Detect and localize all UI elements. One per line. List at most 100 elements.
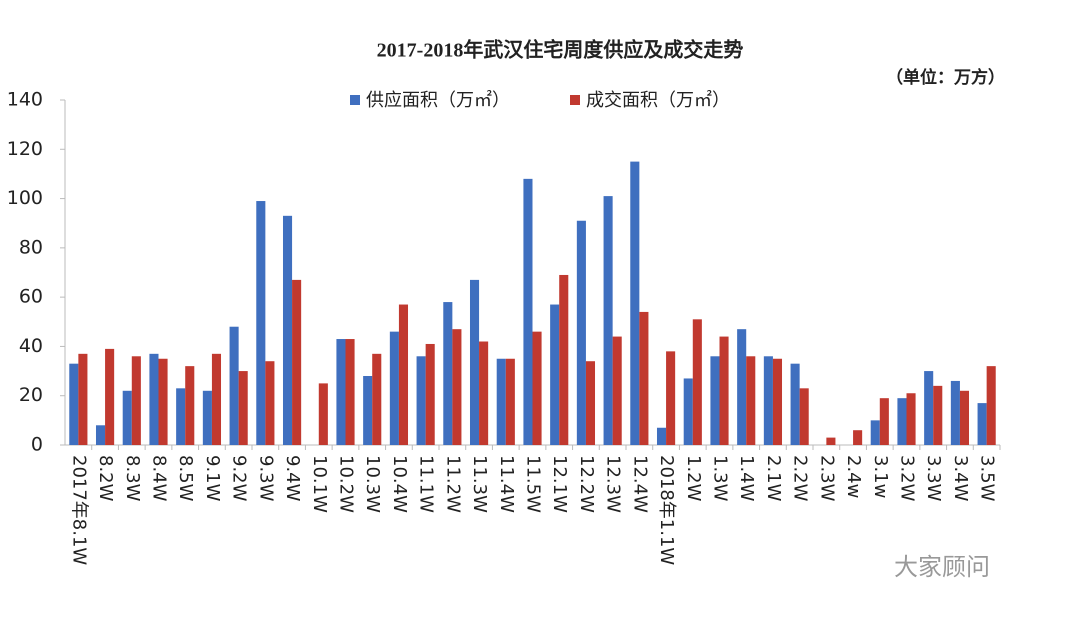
bar — [149, 353, 159, 445]
y-tick-label: 140 — [7, 89, 43, 111]
bar — [719, 336, 729, 445]
bar — [924, 371, 934, 445]
bar — [977, 403, 987, 445]
x-tick-label: 10.2W — [336, 455, 357, 513]
bar — [105, 348, 115, 445]
legend-label: 成交面积（万㎡） — [586, 89, 730, 111]
chart-title: 2017-2018年武汉住宅周度供应及成交走势 — [377, 38, 744, 62]
bar — [496, 358, 506, 445]
y-tick-label: 40 — [19, 335, 43, 357]
bar — [69, 363, 79, 445]
bar — [78, 353, 88, 445]
bar — [95, 425, 106, 445]
x-tick-label: 1.4W — [736, 455, 757, 502]
bar — [158, 358, 168, 445]
bar — [443, 302, 453, 445]
x-tick-label: 9.1W — [202, 455, 223, 502]
bar — [683, 378, 693, 445]
bar — [826, 437, 836, 445]
bar — [416, 356, 426, 445]
x-tick-label: 12.3W — [603, 455, 624, 513]
y-tick-label: 0 — [31, 434, 43, 456]
bar — [559, 274, 569, 445]
bar — [790, 363, 800, 445]
bar — [933, 385, 943, 445]
bar — [363, 376, 373, 445]
bar — [950, 380, 960, 445]
x-tick-label: 1.3W — [710, 455, 731, 502]
bar — [870, 420, 880, 445]
bar — [550, 304, 560, 445]
bar — [398, 304, 409, 445]
bar — [639, 311, 649, 445]
x-tick-label: 9.3W — [255, 455, 276, 502]
bar — [656, 427, 667, 445]
legend-label: 供应面积（万㎡） — [366, 89, 510, 111]
bar — [853, 430, 863, 445]
legend-swatch — [350, 95, 360, 105]
x-tick-label: 2.2W — [790, 455, 811, 502]
bar — [336, 339, 346, 445]
y-tick-label: 20 — [19, 384, 43, 406]
bar — [897, 398, 907, 445]
x-tick-label: 9.4W — [282, 455, 303, 502]
bar — [318, 383, 328, 445]
bar — [238, 371, 248, 445]
x-tick-label: 11.4W — [496, 455, 517, 513]
x-tick-label: 3.2W — [897, 455, 918, 502]
x-tick-label: 10.3W — [362, 455, 383, 513]
y-tick-label: 80 — [19, 236, 43, 258]
bar — [772, 358, 783, 445]
bar — [906, 393, 916, 445]
bar — [452, 329, 462, 445]
bar — [505, 358, 515, 445]
x-tick-label: 11.5W — [523, 455, 544, 513]
y-tick-label: 120 — [7, 138, 43, 160]
bar — [692, 319, 702, 445]
x-tick-label: 3.1w — [870, 455, 891, 498]
x-tick-label: 11.3W — [469, 455, 490, 513]
bar — [131, 356, 141, 445]
bar — [959, 390, 970, 445]
x-tick-label: 9.2W — [229, 455, 250, 502]
x-tick-label: 2.3W — [816, 455, 837, 502]
x-tick-label: 12.1W — [549, 455, 570, 513]
bar — [229, 326, 239, 445]
bar — [523, 178, 533, 445]
bar — [345, 339, 355, 445]
bar — [879, 398, 889, 445]
bar — [737, 329, 747, 445]
x-tick-label: 11.2W — [442, 455, 463, 513]
bar — [122, 390, 132, 445]
bar — [469, 279, 480, 445]
bar — [576, 220, 586, 445]
bar — [265, 361, 275, 445]
x-tick-label: 12.4W — [629, 455, 650, 513]
bar — [799, 388, 809, 445]
x-tick-label: 8.4W — [149, 455, 170, 502]
bar — [185, 366, 195, 445]
bar — [585, 361, 596, 445]
x-tick-label: 3.3W — [923, 455, 944, 502]
x-tick-label: 10.4W — [389, 455, 410, 513]
bar — [532, 331, 542, 445]
bar — [986, 366, 996, 445]
legend-swatch — [570, 95, 580, 105]
bar — [630, 161, 640, 445]
x-tick-label: 2017年8.1W — [68, 455, 89, 565]
bar — [425, 343, 435, 445]
bar — [176, 388, 186, 445]
bar — [710, 356, 720, 445]
x-tick-label: 11.1W — [416, 455, 437, 513]
bar — [282, 215, 293, 445]
x-tick-label: 2.1W — [763, 455, 784, 502]
bar — [372, 353, 382, 445]
x-tick-label: 3.4W — [950, 455, 971, 502]
bar — [479, 341, 489, 445]
bar — [292, 279, 302, 445]
bar — [612, 336, 622, 445]
x-tick-label: 8.2W — [95, 455, 116, 502]
x-tick-label: 2.4w — [843, 455, 864, 498]
bar — [746, 356, 756, 445]
